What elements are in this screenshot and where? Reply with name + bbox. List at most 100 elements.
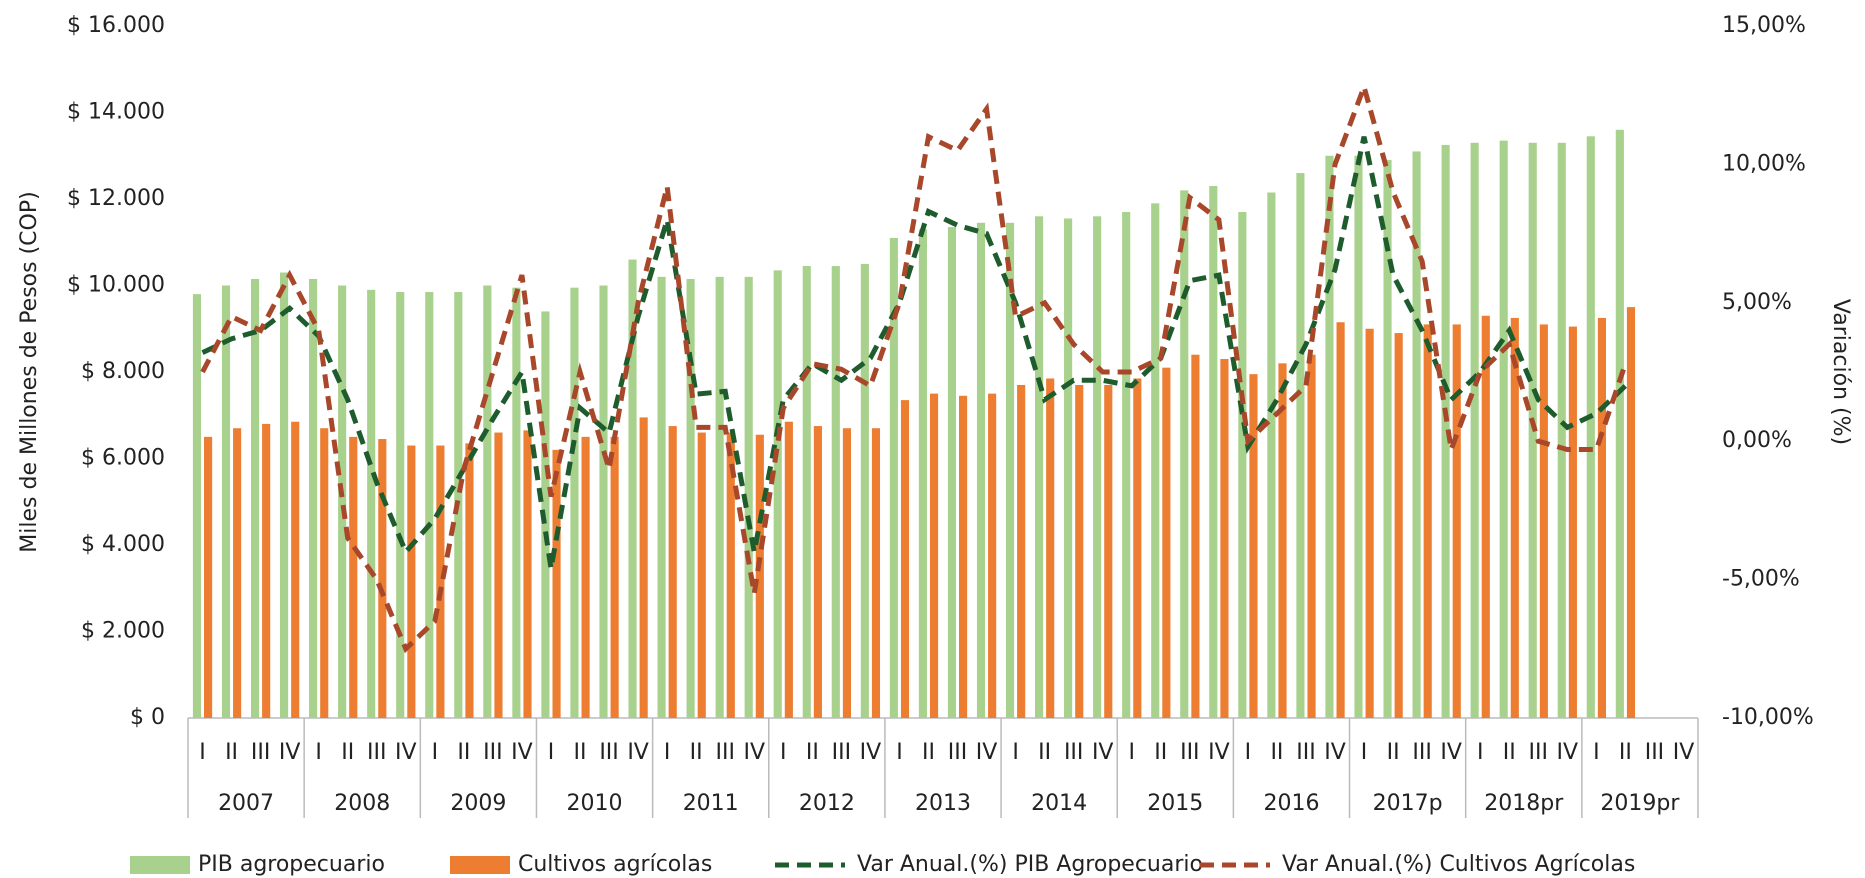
bar [523,430,532,718]
year-label: 2007 [218,791,274,816]
bar [976,222,986,718]
bar [657,276,666,718]
x-tick-label: III [367,740,386,765]
bar [262,423,271,718]
bar [947,227,957,719]
bar [1220,359,1229,718]
bar [1035,216,1044,719]
bar [1586,136,1595,719]
x-tick-label: I [780,740,787,765]
bar [860,263,869,718]
bar [1249,374,1258,718]
x-tick-label: I [1245,740,1252,765]
x-tick-label: III [599,740,618,765]
y-tick-label: $ 2.000 [81,619,165,644]
x-tick-label: IV [1673,740,1695,765]
bar [988,393,997,718]
x-tick-label: IV [743,740,765,765]
x-tick-label: IV [511,740,533,765]
x-tick-label: I [199,740,206,765]
x-tick-label: I [1477,740,1484,765]
bar [1597,317,1606,718]
x-tick-label: III [251,740,270,765]
y2-tick-label: 0,00% [1722,428,1792,453]
bar [1423,324,1432,718]
x-tick-label: I [432,740,439,765]
bar [349,436,358,718]
x-tick-label: I [1593,740,1600,765]
x-tick-label: II [690,740,703,765]
year-label: 2013 [915,791,971,816]
legend-label: Cultivos agrícolas [518,852,712,877]
year-label: 2018pr [1484,791,1564,816]
x-tick-label: II [806,740,819,765]
bar [1122,211,1131,718]
bar [1412,151,1421,719]
bar [1104,384,1113,718]
bar [1005,222,1015,718]
bar [1394,333,1403,718]
y-axis-label: Miles de Millones de Pesos (COP) [17,191,42,552]
y-tick-label: $ 16.000 [67,13,165,38]
bar [1452,324,1461,718]
bar [1307,354,1316,718]
bar [889,237,898,719]
legend-label: Var Anual.(%) PIB Agropecuario [857,852,1203,877]
x-tick-label: II [1619,740,1632,765]
x-tick-label: II [1038,740,1051,765]
x-tick-label: I [664,740,671,765]
x-tick-label: II [1270,740,1283,765]
bar [773,270,782,718]
x-tick-label: III [1180,740,1199,765]
x-tick-label: III [1296,740,1315,765]
bar [204,436,213,718]
x-tick-label: IV [860,740,882,765]
y-tick-label: $ 6.000 [81,446,165,471]
year-label: 2014 [1031,791,1087,816]
x-tick-label: III [1645,740,1664,765]
bar [1325,155,1334,718]
x-tick-label: III [948,740,967,765]
x-tick-label: IV [395,740,417,765]
legend-label: PIB agropecuario [198,852,385,877]
x-tick-label: II [1503,740,1516,765]
bar [396,291,405,718]
x-tick-label: IV [1324,740,1346,765]
bar [425,291,434,718]
year-label: 2017p [1373,791,1443,816]
x-tick-label: III [1064,740,1083,765]
x-tick-label: IV [976,740,998,765]
x-tick-label: IV [627,740,649,765]
bar [1093,216,1102,719]
bar [1615,129,1624,719]
x-tick-label: IV [1092,740,1114,765]
x-tick-label: II [225,740,238,765]
bar [250,279,260,718]
bar [338,285,347,718]
y-tick-label: $ 14.000 [67,100,165,125]
y-tick-label: $ 12.000 [67,186,165,211]
bar [1238,211,1247,718]
bar [697,432,706,718]
bar [1017,384,1026,718]
bar [483,285,492,718]
x-tick-label: I [1012,740,1019,765]
bar [367,289,376,718]
bar [291,421,300,718]
y2-axis-label: Variación (%) [1828,299,1853,445]
legend-label: Var Anual.(%) Cultivos Agrícolas [1282,852,1635,877]
legend-swatch [130,856,190,874]
x-tick-label: IV [1208,740,1230,765]
x-tick-label: III [832,740,851,765]
bar [320,428,329,718]
bar [1075,384,1084,718]
bar [1180,190,1189,719]
bar [959,395,968,718]
y2-tick-label: 5,00% [1722,290,1792,315]
x-tick-label: I [1361,740,1368,765]
x-tick-label: II [574,740,587,765]
y-tick-label: $ 8.000 [81,359,165,384]
bar [1064,218,1073,718]
bar [1278,363,1287,718]
